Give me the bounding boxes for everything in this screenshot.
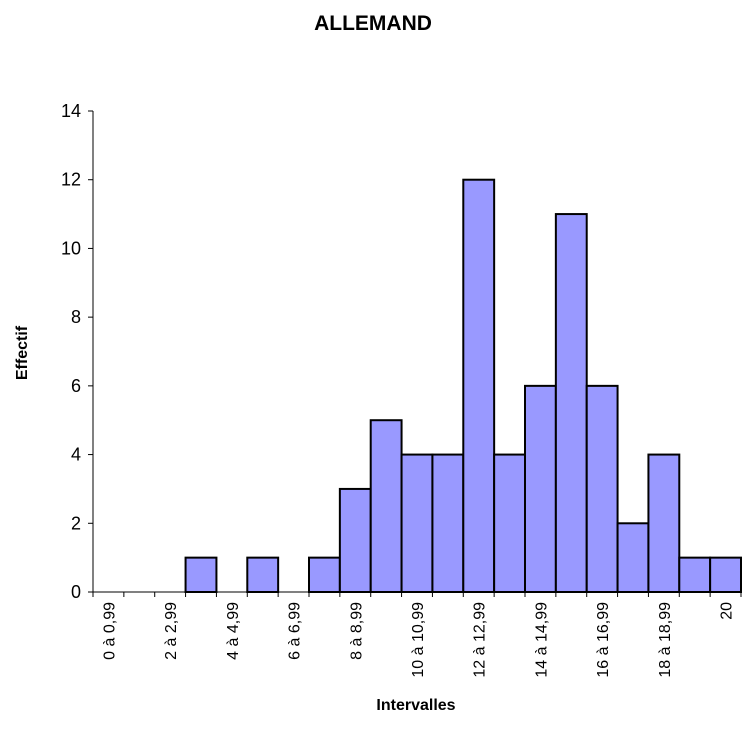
bar xyxy=(709,556,743,594)
y-tick-label: 12 xyxy=(61,170,81,190)
chart-title: ALLEMAND xyxy=(314,12,432,35)
x-tick-label: 14 à 14,99 xyxy=(533,602,550,678)
x-tick-label: 16 à 16,99 xyxy=(595,602,612,678)
bar xyxy=(308,556,341,594)
bar xyxy=(585,384,619,593)
bar xyxy=(524,384,557,593)
bar xyxy=(338,487,372,593)
bar xyxy=(616,522,650,593)
x-tick-label: 2 à 2,99 xyxy=(163,602,180,660)
x-tick-label: 4 à 4,99 xyxy=(225,602,242,660)
bar xyxy=(462,178,496,594)
y-tick-label: 0 xyxy=(71,582,81,602)
x-tick-label: 0 à 0,99 xyxy=(101,602,118,660)
x-tick-label: 10 à 10,99 xyxy=(410,602,427,678)
bar xyxy=(493,453,527,593)
plot-area: 0 2 4 6 8 10 12 14 0 à 0,99 2 à 2,99 4 à 4,99 6 à 6… xyxy=(61,101,743,678)
y-tick-label: 10 xyxy=(61,238,81,258)
bar xyxy=(431,453,465,593)
bar xyxy=(369,419,403,593)
bar xyxy=(554,213,588,593)
x-tick-label: 6 à 6,99 xyxy=(287,602,304,660)
bar xyxy=(678,556,712,594)
y-tick-label: 4 xyxy=(71,445,81,465)
y-tick-label: 14 xyxy=(61,101,81,121)
y-tick-label: 6 xyxy=(71,376,81,396)
x-tick-label: 12 à 12,99 xyxy=(472,602,489,678)
x-axis-title: Intervalles xyxy=(376,697,455,714)
x-tick-label: 8 à 8,99 xyxy=(348,602,365,660)
bar xyxy=(184,556,218,594)
x-tick-label: 18 à 18,99 xyxy=(657,602,674,678)
bar xyxy=(246,556,280,594)
y-tick-label: 8 xyxy=(71,307,81,327)
y-tick-label: 2 xyxy=(71,513,81,533)
y-axis-title: Effectif xyxy=(14,325,31,380)
x-tick-label: 20 xyxy=(719,602,736,620)
bar xyxy=(647,453,681,593)
bar xyxy=(400,453,434,593)
